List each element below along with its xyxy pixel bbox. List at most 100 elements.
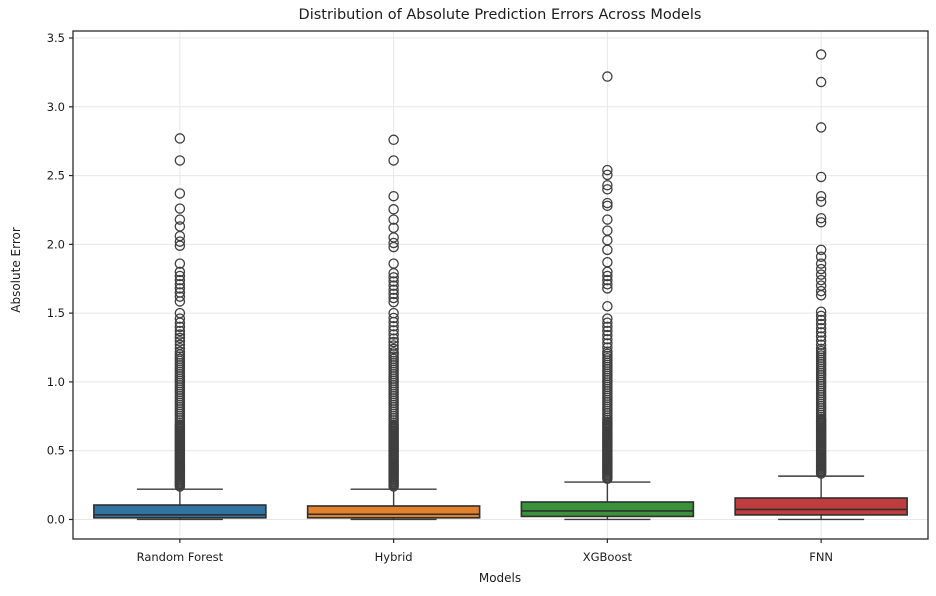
- outlier-point: [815, 468, 827, 479]
- outlier-point: [388, 241, 399, 253]
- outlier-point: [388, 288, 399, 300]
- outlier-point: [815, 122, 827, 133]
- outlier-point: [174, 155, 186, 166]
- outlier-point: [174, 270, 186, 282]
- y-tick-label: 3.0: [47, 100, 65, 114]
- plot-area: 0.0 0.5 1.0 1.5 2.0 2.5 3.0 3.5 Random Forest Hyb…: [47, 30, 929, 564]
- outlier-point: [602, 266, 613, 278]
- y-tick-label: 0.0: [47, 512, 65, 526]
- outlier-point: [388, 190, 399, 202]
- x-tick-label: Hybrid: [375, 550, 413, 564]
- outlier-point: [174, 188, 186, 199]
- outlier-points: [602, 71, 613, 484]
- outlier-point: [388, 312, 399, 324]
- y-tick-label: 2.0: [47, 237, 65, 251]
- outlier-point: [815, 285, 827, 297]
- outlier-point: [388, 292, 399, 304]
- outlier-point: [174, 329, 186, 340]
- plot-background: [73, 31, 928, 539]
- outlier-point: [602, 274, 613, 286]
- outlier-point: [174, 258, 186, 269]
- axes-spines: [72, 30, 929, 540]
- outlier-point: [815, 49, 827, 60]
- y-tick-label: 2.5: [47, 169, 65, 183]
- outlier-point: [602, 317, 613, 329]
- outlier-point: [602, 334, 613, 345]
- box-group-fnn: [734, 49, 908, 521]
- outlier-point: [174, 214, 186, 225]
- outlier-point: [602, 278, 613, 290]
- outlier-point: [602, 71, 613, 82]
- outlier-point: [815, 171, 827, 183]
- outlier-point: [174, 313, 186, 324]
- outlier-point: [815, 318, 827, 330]
- outlier-point: [815, 306, 827, 318]
- outlier-point: [388, 284, 399, 295]
- outlier-point: [602, 473, 613, 484]
- outlier-point: [815, 217, 827, 228]
- outlier-point: [602, 179, 613, 191]
- outlier-point: [602, 197, 613, 209]
- outlier-point: [388, 336, 399, 348]
- outlier-point: [602, 184, 613, 195]
- box: [734, 497, 908, 516]
- outlier-point: [602, 329, 613, 341]
- y-tick-label: 0.5: [47, 444, 65, 458]
- outlier-point: [174, 240, 186, 251]
- outlier-point: [815, 335, 827, 346]
- outlier-point: [388, 155, 399, 166]
- outlier-point: [388, 316, 399, 328]
- outlier-point: [174, 325, 186, 337]
- outlier-point: [388, 481, 399, 492]
- outlier-point: [815, 212, 827, 224]
- box: [520, 501, 695, 518]
- outlier-point: [174, 481, 186, 492]
- outlier-point: [602, 313, 613, 324]
- outlier-point: [602, 169, 613, 181]
- outlier-point: [174, 283, 186, 294]
- outlier-point: [388, 280, 399, 291]
- outlier-point: [388, 343, 399, 355]
- outlier-point: [815, 314, 827, 326]
- outlier-point: [815, 244, 827, 256]
- outlier-point: [388, 320, 399, 332]
- outlier-point: [174, 278, 186, 290]
- outlier-point: [602, 342, 613, 353]
- outlier-point: [174, 203, 186, 214]
- outlier-point: [602, 325, 613, 337]
- y-tick-label: 1.5: [47, 306, 65, 320]
- outlier-point: [174, 332, 186, 344]
- outlier-point: [602, 200, 613, 212]
- outlier-point: [174, 274, 186, 286]
- outlier-point: [815, 258, 827, 269]
- outlier-point: [388, 204, 399, 215]
- outlier-point: [602, 338, 613, 349]
- outlier-point: [815, 274, 827, 286]
- y-tick-label: 1.0: [47, 375, 65, 389]
- outlier-points: [388, 134, 399, 492]
- outlier-point: [815, 190, 827, 202]
- outlier-point: [602, 244, 613, 256]
- x-tick-label: FNN: [809, 550, 833, 564]
- x-tick-label: XGBoost: [583, 550, 633, 564]
- box-group-xgboost: [520, 71, 695, 521]
- chart-title: Distribution of Absolute Prediction Erro…: [299, 7, 702, 23]
- outlier-point: [815, 310, 827, 322]
- axis-ticks: 0.0 0.5 1.0 1.5 2.0 2.5 3.0 3.5 Random Forest Hyb…: [47, 31, 833, 564]
- outlier-point: [602, 164, 613, 176]
- outlier-point: [815, 331, 827, 342]
- outlier-point: [388, 214, 399, 225]
- outlier-point: [388, 333, 399, 344]
- outlier-point: [174, 296, 186, 307]
- outlier-point: [815, 339, 827, 351]
- outlier-point: [602, 214, 613, 225]
- outlier-point: [815, 263, 827, 275]
- outlier-point: [815, 289, 827, 301]
- outlier-point: [815, 251, 827, 262]
- outlier-point: [174, 321, 186, 333]
- outlier-point: [174, 291, 186, 302]
- outlier-point: [602, 321, 613, 333]
- outlier-point: [815, 76, 827, 88]
